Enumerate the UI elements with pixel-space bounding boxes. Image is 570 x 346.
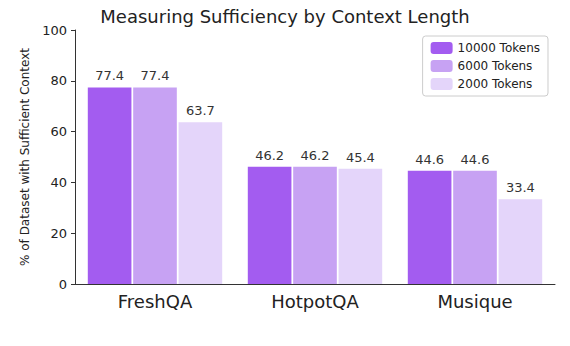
svg-text:77.4: 77.4 <box>95 68 124 83</box>
svg-text:100: 100 <box>42 23 67 38</box>
svg-text:44.6: 44.6 <box>415 152 444 167</box>
svg-text:10000 Tokens: 10000 Tokens <box>458 41 540 55</box>
svg-text:44.6: 44.6 <box>461 152 490 167</box>
svg-text:45.4: 45.4 <box>346 150 375 165</box>
svg-text:46.2: 46.2 <box>255 148 284 163</box>
svg-text:33.4: 33.4 <box>506 180 535 195</box>
svg-text:60: 60 <box>50 124 67 139</box>
svg-text:63.7: 63.7 <box>186 103 215 118</box>
svg-text:0: 0 <box>59 277 67 292</box>
svg-text:80: 80 <box>50 73 67 88</box>
svg-text:FreshQA: FreshQA <box>118 291 193 312</box>
svg-text:6000 Tokens: 6000 Tokens <box>458 59 533 73</box>
svg-text:Musique: Musique <box>437 291 512 312</box>
svg-text:HotpotQA: HotpotQA <box>271 291 359 312</box>
svg-text:Measuring Sufficiency by Conte: Measuring Sufficiency by Context Length <box>100 6 469 27</box>
svg-text:46.2: 46.2 <box>301 148 330 163</box>
svg-text:40: 40 <box>50 175 67 190</box>
svg-text:20: 20 <box>50 226 67 241</box>
svg-text:% of Dataset with Sufficient C: % of Dataset with Sufficient Context <box>18 48 32 266</box>
svg-text:77.4: 77.4 <box>141 68 170 83</box>
svg-text:2000 Tokens: 2000 Tokens <box>458 77 533 91</box>
